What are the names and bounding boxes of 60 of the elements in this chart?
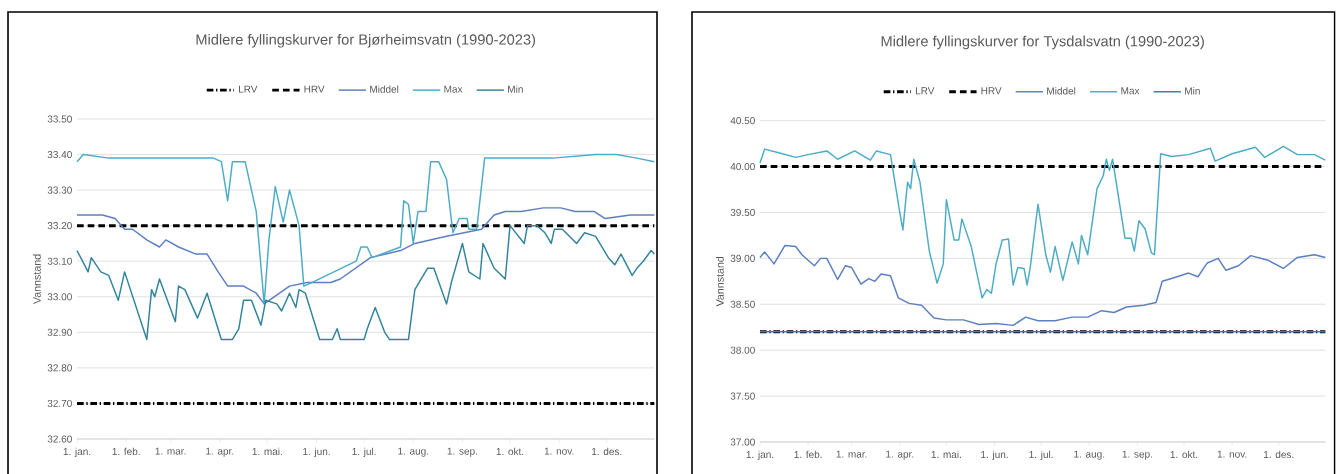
- y-tick-label: 40.50: [730, 117, 755, 125]
- x-tick-label: 1. nov.: [544, 447, 574, 455]
- x-tick-label: 1. apr.: [886, 450, 914, 460]
- y-tick-label: 39.00: [730, 254, 755, 262]
- x-tick-label: 1. mar.: [155, 447, 186, 455]
- y-tick-label: 37.50: [730, 392, 755, 400]
- x-tick-label: 1. jan.: [63, 447, 91, 458]
- x-tick-label: 1. feb.: [794, 450, 822, 459]
- y-tick-label: 38.00: [730, 346, 755, 354]
- legend-label: HRV: [981, 87, 1002, 95]
- y-tick-label: 32.80: [47, 364, 72, 372]
- line-series: [759, 145, 1327, 299]
- x-tick-label: 1. aug.: [1074, 450, 1105, 460]
- x-tick-label: 1. jan.: [746, 450, 774, 461]
- legend-label: Min: [1185, 87, 1200, 95]
- line-series: [759, 244, 1327, 327]
- y-tick-label: 33.30: [47, 186, 72, 194]
- x-tick-label: 1. des.: [1264, 450, 1294, 459]
- x-tick-label: 1. mai.: [931, 450, 961, 459]
- x-tick-label: 1. okt.: [1170, 450, 1198, 459]
- chart-title: Midlere fyllingskurver for Bjørheimsvatn (1990-2023): [196, 33, 536, 48]
- x-tick-label: 1. jul.: [1029, 450, 1053, 461]
- x-tick-label: 1. okt.: [496, 447, 524, 456]
- y-tick-label: 32.90: [47, 328, 72, 336]
- legend-label: Middel: [370, 85, 399, 93]
- y-tick-label: 33.00: [47, 293, 72, 301]
- legend-label: Max: [1121, 87, 1140, 95]
- y-tick-label: 39.50: [730, 208, 755, 217]
- y-axis-title: Vannstand: [32, 254, 41, 305]
- chart-title: Midlere fyllingskurver for Tysdalsvatn (1990-2023): [881, 35, 1204, 50]
- x-tick-label: 1. apr.: [206, 447, 234, 457]
- legend-label: Max: [444, 85, 463, 93]
- legend-label: LRV: [915, 87, 935, 95]
- legend-label: Middel: [1047, 87, 1076, 95]
- x-tick-label: 1. nov.: [1217, 450, 1247, 458]
- y-tick-label: 32.60: [47, 435, 72, 443]
- x-tick-label: 1. jun.: [303, 447, 330, 458]
- line-series: [76, 224, 656, 341]
- x-tick-label: 1. sep.: [447, 447, 477, 457]
- y-tick-label: 32.70: [47, 399, 72, 407]
- y-tick-label: 33.10: [47, 257, 72, 265]
- x-tick-label: 1. feb.: [112, 447, 140, 456]
- x-tick-label: 1. mai.: [252, 447, 282, 456]
- legend-label: HRV: [304, 85, 325, 93]
- legend-label: Min: [508, 85, 523, 93]
- y-tick-label: 33.20: [47, 222, 72, 230]
- x-tick-label: 1. jul.: [352, 447, 376, 458]
- legend-label: LRV: [238, 85, 258, 93]
- y-tick-label: 33.40: [47, 151, 72, 159]
- y-tick-label: 37.00: [730, 438, 755, 446]
- x-tick-label: 1. des.: [592, 447, 622, 456]
- y-tick-label: 40.00: [730, 163, 755, 171]
- line-series: [76, 207, 656, 305]
- y-tick-label: 38.50: [730, 300, 755, 308]
- x-tick-label: 1. mar.: [836, 450, 867, 458]
- x-tick-label: 1. sep.: [1122, 450, 1152, 460]
- y-tick-label: 33.50: [47, 115, 72, 123]
- y-axis-title: Vannstand: [715, 256, 724, 307]
- x-tick-label: 1. jun.: [981, 450, 1008, 461]
- x-tick-label: 1. aug.: [398, 447, 429, 457]
